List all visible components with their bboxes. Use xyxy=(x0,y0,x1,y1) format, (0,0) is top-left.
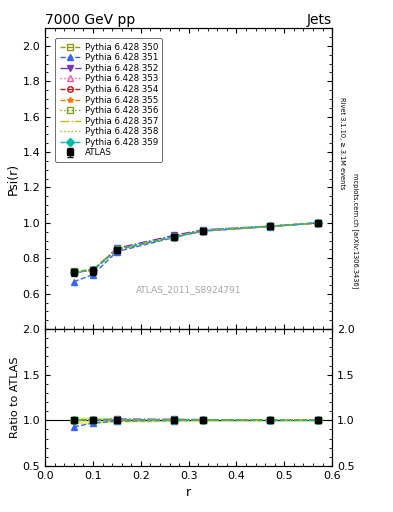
Pythia 6.428 358 xyxy=(115,246,119,252)
Pythia 6.428 350 xyxy=(201,227,206,233)
Pythia 6.428 359 xyxy=(91,267,95,273)
Pythia 6.428 357 xyxy=(91,267,95,273)
Pythia 6.428 354 xyxy=(315,220,320,226)
Pythia 6.428 354 xyxy=(201,228,206,234)
Pythia 6.428 355 xyxy=(72,269,76,275)
Pythia 6.428 359 xyxy=(72,269,76,275)
Pythia 6.428 354 xyxy=(172,234,177,240)
Pythia 6.428 350 xyxy=(72,268,76,274)
Pythia 6.428 352 xyxy=(268,223,272,229)
Pythia 6.428 359 xyxy=(201,227,206,233)
Pythia 6.428 358 xyxy=(201,228,206,234)
Line: Pythia 6.428 357: Pythia 6.428 357 xyxy=(74,223,318,272)
X-axis label: r: r xyxy=(186,486,191,499)
Pythia 6.428 354 xyxy=(72,269,76,275)
Pythia 6.428 353 xyxy=(115,247,119,253)
Line: Pythia 6.428 354: Pythia 6.428 354 xyxy=(71,220,321,275)
Pythia 6.428 356 xyxy=(268,223,272,229)
Pythia 6.428 355 xyxy=(115,247,119,253)
Text: 7000 GeV pp: 7000 GeV pp xyxy=(45,13,136,27)
Pythia 6.428 352 xyxy=(115,245,119,251)
Pythia 6.428 350 xyxy=(91,267,95,273)
Pythia 6.428 355 xyxy=(268,223,272,229)
Pythia 6.428 351 xyxy=(72,279,76,285)
Pythia 6.428 356 xyxy=(201,227,206,233)
Pythia 6.428 355 xyxy=(201,227,206,233)
Pythia 6.428 358 xyxy=(72,269,76,275)
Pythia 6.428 355 xyxy=(315,220,320,226)
Pythia 6.428 351 xyxy=(315,220,320,226)
Pythia 6.428 352 xyxy=(72,270,76,276)
Text: mcplots.cern.ch [arXiv:1306.3436]: mcplots.cern.ch [arXiv:1306.3436] xyxy=(352,173,358,288)
Pythia 6.428 353 xyxy=(201,228,206,234)
Pythia 6.428 350 xyxy=(268,223,272,229)
Line: Pythia 6.428 351: Pythia 6.428 351 xyxy=(71,220,321,285)
Line: Pythia 6.428 353: Pythia 6.428 353 xyxy=(71,220,321,275)
Pythia 6.428 351 xyxy=(91,271,95,278)
Pythia 6.428 356 xyxy=(172,233,177,240)
Pythia 6.428 355 xyxy=(172,233,177,240)
Pythia 6.428 356 xyxy=(315,220,320,226)
Pythia 6.428 352 xyxy=(201,227,206,233)
Pythia 6.428 357 xyxy=(315,220,320,226)
Pythia 6.428 351 xyxy=(172,234,177,241)
Line: Pythia 6.428 350: Pythia 6.428 350 xyxy=(71,220,321,274)
Pythia 6.428 354 xyxy=(115,247,119,253)
Pythia 6.428 358 xyxy=(172,233,177,240)
Pythia 6.428 350 xyxy=(115,246,119,252)
Pythia 6.428 351 xyxy=(201,228,206,234)
Pythia 6.428 359 xyxy=(315,220,320,226)
Pythia 6.428 358 xyxy=(315,220,320,226)
Y-axis label: Ratio to ATLAS: Ratio to ATLAS xyxy=(10,357,20,438)
Pythia 6.428 357 xyxy=(172,234,177,240)
Line: Pythia 6.428 358: Pythia 6.428 358 xyxy=(74,223,318,272)
Pythia 6.428 357 xyxy=(201,228,206,234)
Line: Pythia 6.428 355: Pythia 6.428 355 xyxy=(71,220,321,275)
Pythia 6.428 352 xyxy=(172,232,177,239)
Pythia 6.428 353 xyxy=(315,220,320,226)
Pythia 6.428 353 xyxy=(72,269,76,275)
Line: Pythia 6.428 359: Pythia 6.428 359 xyxy=(71,220,321,275)
Pythia 6.428 352 xyxy=(91,267,95,273)
Pythia 6.428 357 xyxy=(115,247,119,253)
Pythia 6.428 350 xyxy=(172,233,177,240)
Pythia 6.428 357 xyxy=(72,269,76,275)
Pythia 6.428 354 xyxy=(268,223,272,229)
Legend: Pythia 6.428 350, Pythia 6.428 351, Pythia 6.428 352, Pythia 6.428 353, Pythia 6: Pythia 6.428 350, Pythia 6.428 351, Pyth… xyxy=(55,38,162,162)
Text: ATLAS_2011_S8924791: ATLAS_2011_S8924791 xyxy=(136,286,241,294)
Pythia 6.428 358 xyxy=(268,223,272,229)
Pythia 6.428 354 xyxy=(91,267,95,273)
Pythia 6.428 356 xyxy=(72,268,76,274)
Pythia 6.428 359 xyxy=(268,223,272,229)
Pythia 6.428 353 xyxy=(268,223,272,229)
Pythia 6.428 353 xyxy=(91,267,95,273)
Pythia 6.428 359 xyxy=(115,246,119,252)
Pythia 6.428 351 xyxy=(268,224,272,230)
Pythia 6.428 355 xyxy=(91,267,95,273)
Pythia 6.428 356 xyxy=(115,246,119,252)
Pythia 6.428 350 xyxy=(315,220,320,226)
Pythia 6.428 352 xyxy=(315,220,320,226)
Line: Pythia 6.428 352: Pythia 6.428 352 xyxy=(71,220,321,275)
Pythia 6.428 356 xyxy=(91,267,95,273)
Text: Jets: Jets xyxy=(307,13,332,27)
Pythia 6.428 353 xyxy=(172,233,177,240)
Y-axis label: Psi(r): Psi(r) xyxy=(7,163,20,195)
Pythia 6.428 357 xyxy=(268,223,272,229)
Line: Pythia 6.428 356: Pythia 6.428 356 xyxy=(71,220,321,274)
Pythia 6.428 359 xyxy=(172,233,177,240)
Text: Rivet 3.1.10, ≥ 3.1M events: Rivet 3.1.10, ≥ 3.1M events xyxy=(339,97,345,189)
Pythia 6.428 351 xyxy=(115,248,119,254)
Pythia 6.428 358 xyxy=(91,267,95,273)
